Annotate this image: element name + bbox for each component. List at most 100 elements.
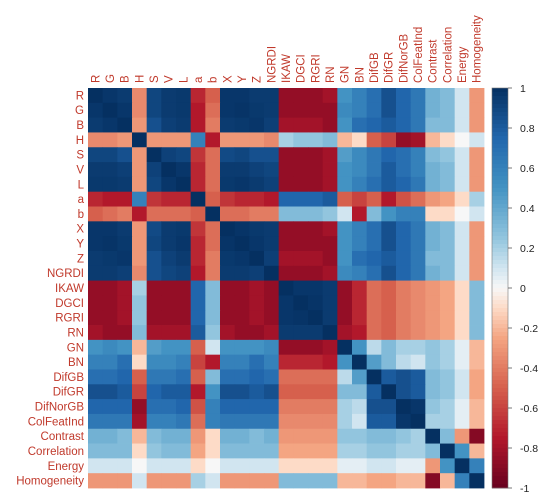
heatmap-cell — [132, 176, 148, 193]
heatmap-cell — [132, 325, 148, 341]
heatmap-cell — [381, 117, 397, 133]
heatmap-cell — [396, 413, 412, 430]
heatmap-cell — [205, 473, 221, 489]
heatmap-cell — [88, 325, 104, 341]
heatmap-cell — [176, 310, 192, 326]
heatmap-cell — [352, 102, 368, 119]
heatmap-cell — [454, 325, 470, 341]
heatmap-cell — [161, 473, 177, 489]
colorbar-segment — [492, 236, 508, 241]
heatmap-cell — [352, 206, 368, 222]
heatmap-cell — [117, 265, 133, 281]
heatmap-cell — [220, 428, 236, 444]
heatmap-cell — [352, 369, 368, 385]
heatmap-cell — [220, 354, 236, 370]
heatmap-cell — [352, 384, 368, 400]
colorbar-segment — [492, 180, 508, 185]
heatmap-cell — [234, 295, 250, 311]
heatmap-cell — [117, 88, 133, 104]
heatmap-cell — [440, 443, 456, 459]
heatmap-cell — [278, 369, 294, 385]
heatmap-cell — [308, 117, 324, 133]
heatmap-cell — [205, 176, 221, 193]
heatmap-cell — [293, 413, 309, 430]
column-label: X — [222, 75, 234, 83]
heatmap-cell — [469, 191, 485, 207]
heatmap-cell — [278, 265, 294, 281]
heatmap-cell — [264, 310, 280, 326]
heatmap-cell — [117, 310, 133, 326]
heatmap-cell — [264, 443, 280, 459]
heatmap-cell — [146, 295, 162, 311]
heatmap-cell — [190, 295, 206, 311]
heatmap-cell — [205, 236, 221, 252]
heatmap-cell — [454, 443, 470, 459]
heatmap-cell — [410, 458, 426, 474]
colorbar-segment — [492, 460, 508, 465]
heatmap-cell — [322, 443, 338, 459]
heatmap-cell — [410, 413, 426, 430]
heatmap-cell — [146, 162, 162, 178]
row-label: V — [76, 164, 84, 176]
heatmap-cell — [190, 310, 206, 326]
heatmap-cell — [176, 117, 192, 133]
colorbar-segment — [492, 104, 508, 109]
heatmap-cell — [88, 384, 104, 400]
column-label: b — [208, 77, 220, 83]
heatmap-cell — [381, 147, 397, 163]
colorbar-segment — [492, 288, 508, 293]
column-label: BN — [354, 67, 366, 83]
heatmap-cell — [161, 399, 177, 415]
heatmap-cell — [396, 473, 412, 489]
heatmap-cell — [410, 325, 426, 341]
heatmap-cell — [322, 384, 338, 400]
heatmap-cell — [337, 117, 353, 133]
heatmap-cell — [146, 473, 162, 489]
heatmap-cell — [469, 176, 485, 193]
heatmap-cell — [205, 428, 221, 444]
heatmap-cell — [425, 117, 441, 133]
row-label: RN — [67, 327, 84, 339]
heatmap-cell — [469, 369, 485, 385]
colorbar-segment — [492, 280, 508, 285]
row-label: R — [76, 90, 84, 102]
heatmap-cell — [205, 295, 221, 311]
heatmap-cell — [264, 162, 280, 178]
heatmap-cell — [249, 325, 265, 341]
heatmap-cell — [117, 428, 133, 444]
heatmap-cell — [264, 399, 280, 415]
heatmap-cell — [322, 280, 338, 296]
heatmap-cell — [454, 265, 470, 281]
heatmap-cell — [381, 413, 397, 430]
heatmap-cell — [264, 221, 280, 237]
heatmap-cell — [440, 117, 456, 133]
row-label: B — [76, 120, 84, 132]
heatmap-cell — [264, 102, 280, 119]
heatmap-cell — [264, 117, 280, 133]
heatmap-cell — [176, 339, 192, 356]
colorbar-segment — [492, 300, 508, 305]
colorbar-segment — [492, 188, 508, 193]
heatmap-cell — [396, 443, 412, 459]
colorbar-segment — [492, 392, 508, 397]
heatmap-cell — [410, 369, 426, 385]
column-label: B — [120, 75, 132, 83]
colorbar-segment — [492, 88, 508, 93]
colorbar-segment — [492, 284, 508, 289]
column-label: H — [134, 75, 146, 83]
heatmap-cell — [132, 236, 148, 252]
heatmap-cell — [117, 473, 133, 489]
colorbar-segment — [492, 168, 508, 173]
heatmap-cell — [161, 354, 177, 370]
heatmap-cell — [249, 443, 265, 459]
heatmap-cell — [249, 102, 265, 119]
heatmap-cell — [440, 399, 456, 415]
heatmap-cell — [146, 236, 162, 252]
heatmap-cell — [337, 399, 353, 415]
heatmap-cell — [132, 280, 148, 296]
heatmap-cell — [88, 443, 104, 459]
heatmap-cell — [425, 413, 441, 430]
heatmap-cell — [469, 310, 485, 326]
heatmap-cell — [440, 132, 456, 148]
heatmap-cell — [132, 162, 148, 178]
